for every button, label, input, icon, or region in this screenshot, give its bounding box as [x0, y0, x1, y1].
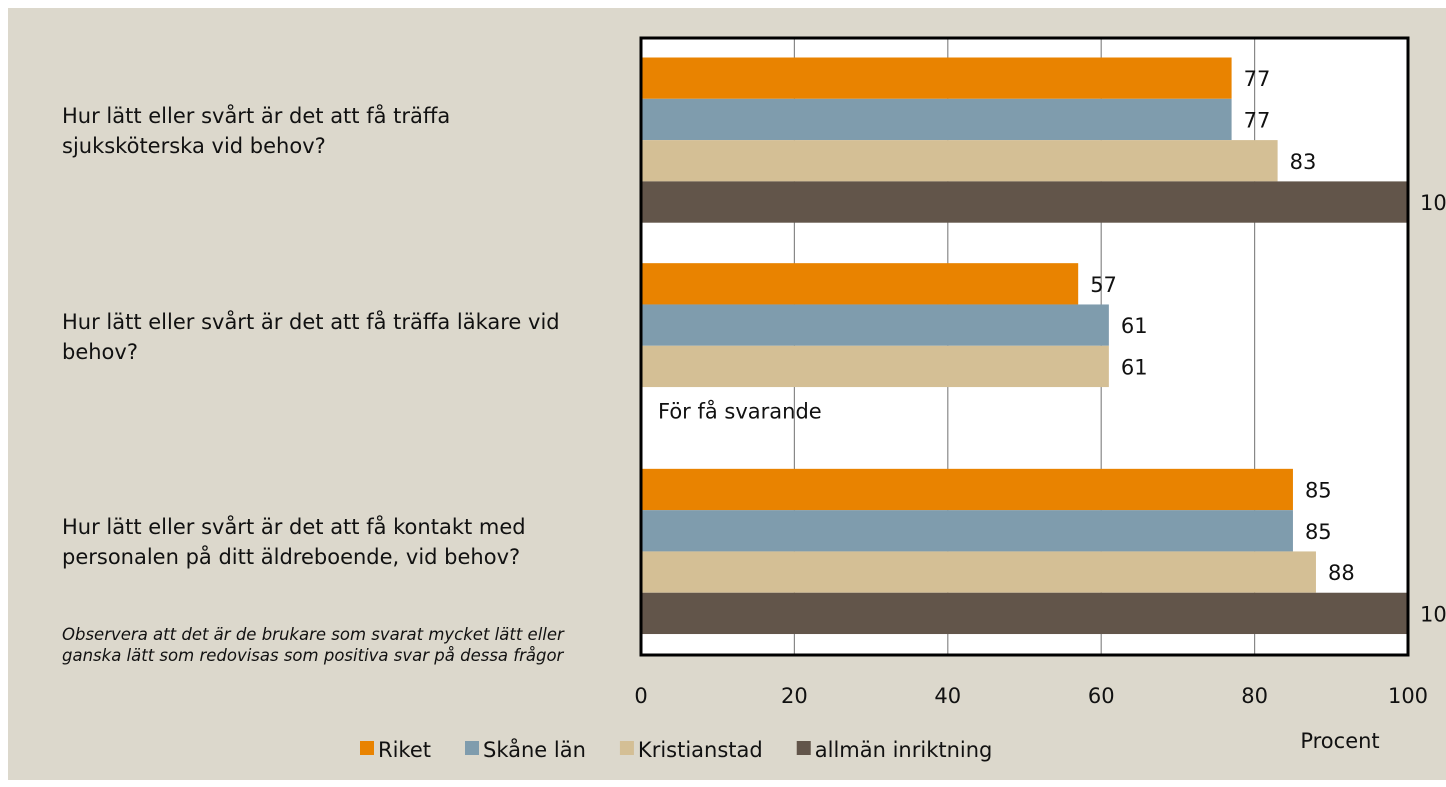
- x-tick-label: 20: [781, 684, 808, 708]
- value-label: 77: [1244, 67, 1271, 91]
- bar: [641, 263, 1079, 305]
- legend-swatch: [796, 741, 811, 755]
- bar: [641, 98, 1232, 141]
- value-label: 61: [1121, 355, 1148, 379]
- plot-border: [639, 36, 1410, 657]
- legend-swatch: [619, 741, 634, 755]
- legend-label: Kristianstad: [638, 738, 763, 762]
- bar: [641, 468, 1293, 511]
- legend-swatch: [465, 741, 479, 755]
- x-tick-label: 40: [934, 684, 961, 708]
- bar: [641, 592, 1408, 635]
- bar: [641, 140, 1278, 182]
- value-label: 77: [1244, 108, 1271, 132]
- bar: [641, 551, 1316, 593]
- legend-label: Skåne län: [483, 737, 586, 762]
- value-label: 83: [1290, 150, 1317, 174]
- value-label: 85: [1305, 478, 1332, 502]
- legend-label: allmän inriktning: [815, 738, 993, 762]
- x-tick-label: 0: [634, 684, 647, 708]
- category-label: Hur lätt eller svårt är det att få träff…: [62, 309, 560, 364]
- value-label: 57: [1090, 273, 1117, 297]
- category-label: Hur lätt eller svårt är det att få träff…: [62, 103, 451, 158]
- legend-swatch: [360, 741, 374, 755]
- x-tick-label: 60: [1088, 684, 1115, 708]
- bar: [641, 57, 1232, 99]
- x-tick-label: 80: [1241, 684, 1268, 708]
- bar: [641, 304, 1109, 346]
- bar: [641, 510, 1293, 552]
- x-tick-label: 100: [1388, 684, 1428, 708]
- category-label: Hur lätt eller svårt är det att få konta…: [62, 515, 526, 570]
- bar: [641, 345, 1109, 388]
- annotation: För få svarande: [658, 399, 822, 424]
- bar: [641, 181, 1408, 223]
- value-label: 61: [1121, 314, 1148, 338]
- value-label: 100: [1420, 602, 1446, 626]
- legend-label: Riket: [378, 738, 431, 762]
- note: Observera att det är de brukare som svar…: [62, 625, 564, 665]
- value-label: 85: [1305, 520, 1332, 544]
- value-label: 88: [1328, 561, 1355, 585]
- x-axis-label: Procent: [1300, 729, 1379, 753]
- value-label: 100: [1420, 191, 1446, 215]
